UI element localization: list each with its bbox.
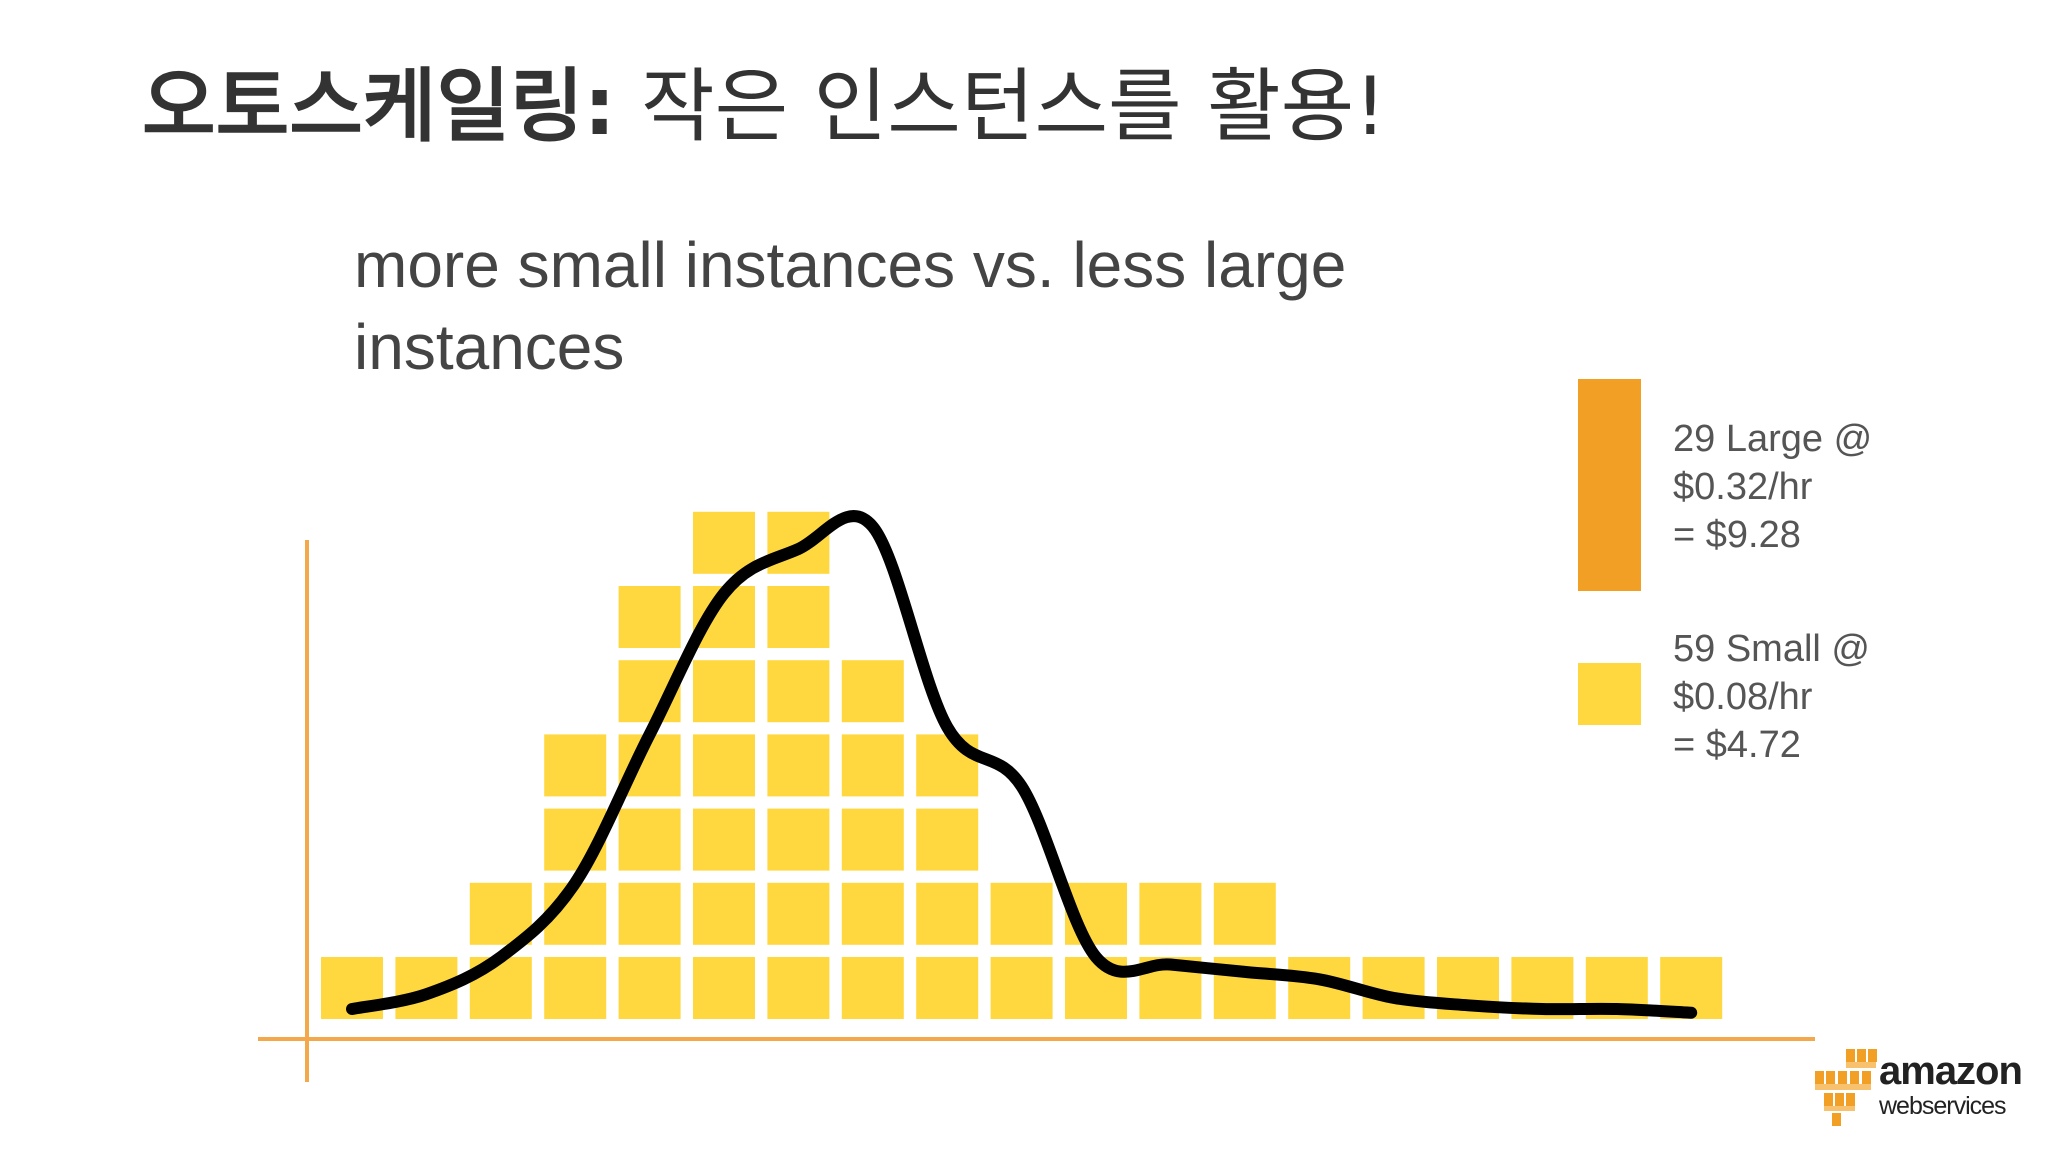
- instance-block: [841, 808, 904, 871]
- instance-block: [693, 660, 755, 723]
- instance-block: [1213, 882, 1276, 945]
- legend-small-price: $0.08/hr: [1673, 676, 1813, 718]
- instance-block: [916, 808, 979, 871]
- instance-block: [841, 957, 904, 1019]
- legend-small-label: 59 Small @ $0.08/hr = $4.72: [1673, 625, 2003, 769]
- legend-small-total: = $4.72: [1673, 724, 1801, 766]
- logo-wordmark-webservices: webservices: [1879, 1092, 2007, 1120]
- instance-block: [990, 957, 1053, 1019]
- instance-block: [1139, 882, 1202, 945]
- instance-block: [544, 734, 607, 797]
- instance-block: [767, 586, 830, 648]
- demand-curve: [346, 510, 1698, 1019]
- instance-block: [693, 511, 755, 574]
- instance-block: [916, 734, 979, 797]
- instance-block: [767, 882, 830, 945]
- instance-block: [618, 586, 681, 648]
- logo-wordmark-amazon: amazon: [1879, 1049, 2023, 1093]
- instance-bars: [321, 511, 1723, 1019]
- instance-block: [916, 882, 979, 945]
- instance-block: [693, 957, 755, 1019]
- legend-large-price: $0.32/hr: [1673, 466, 1813, 508]
- aws-logo: amazon webservices: [1812, 1047, 2023, 1133]
- legend-large-label: 29 Large @ $0.32/hr = $9.28: [1673, 415, 2003, 559]
- instance-block: [767, 660, 830, 723]
- instance-block: [990, 882, 1053, 945]
- instance-block: [618, 882, 681, 945]
- legend-large-total: = $9.28: [1673, 514, 1801, 556]
- legend-small-swatch: [1578, 663, 1641, 725]
- instance-block: [767, 957, 830, 1019]
- title-bold-part: 오토스케일링:: [142, 60, 616, 153]
- slide-subtitle: more small instances vs. less large inst…: [354, 229, 1347, 383]
- legend-large-swatch: [1578, 379, 1641, 591]
- instance-block: [693, 882, 755, 945]
- instance-block: [841, 882, 904, 945]
- legend-small-count: 59 Small @: [1673, 628, 1870, 670]
- aws-cubes-icon: [1815, 1049, 1877, 1126]
- slide-title: 오토스케일링: 작은 인스턴스를 활용!: [142, 52, 1386, 162]
- instance-block: [693, 808, 755, 871]
- legend-large-count: 29 Large @: [1673, 418, 1873, 460]
- instance-block: [618, 808, 681, 871]
- instance-block: [916, 957, 979, 1019]
- instance-block: [618, 957, 681, 1019]
- instance-block: [767, 808, 830, 871]
- instance-block: [544, 957, 607, 1019]
- instance-block: [841, 660, 904, 723]
- title-rest-part: 작은 인스턴스를 활용!: [615, 60, 1387, 153]
- instance-block: [693, 734, 755, 797]
- instance-block: [841, 734, 904, 797]
- instance-block: [767, 734, 830, 797]
